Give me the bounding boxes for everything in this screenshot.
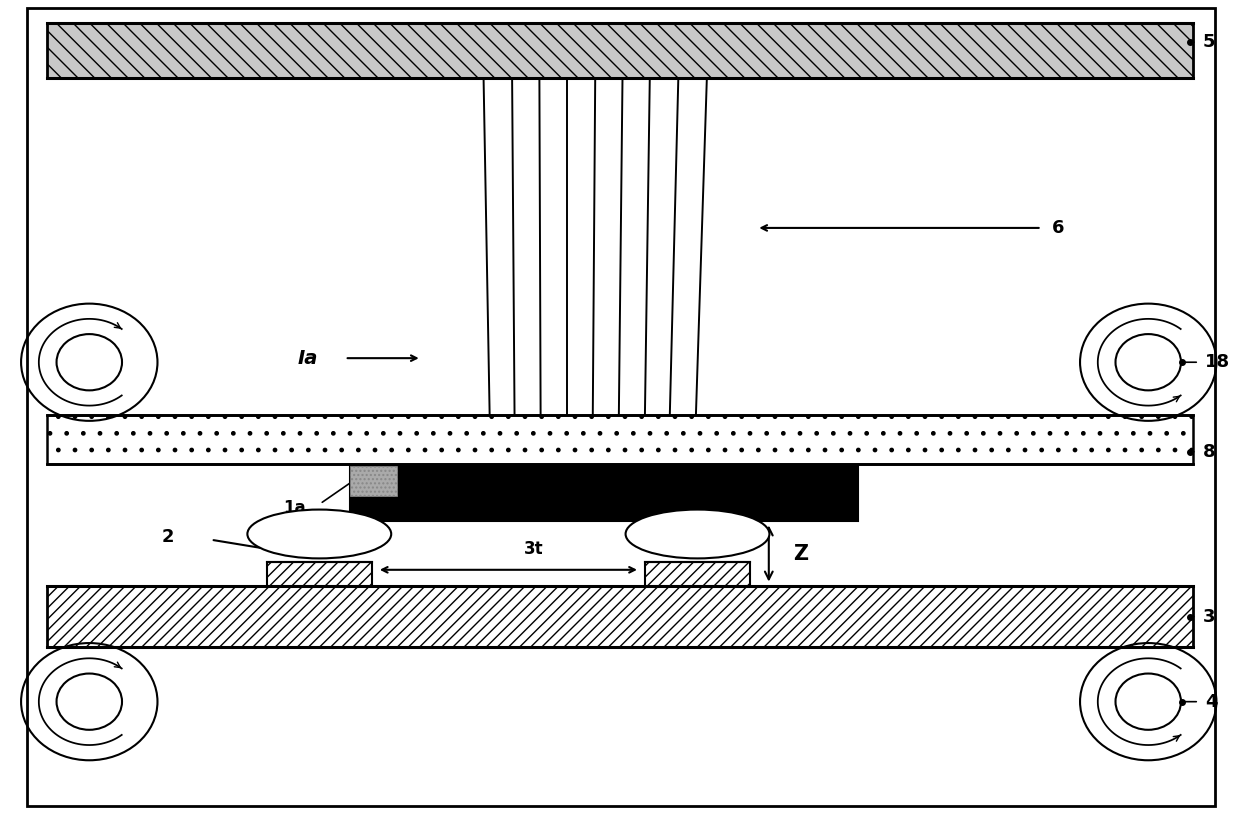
Bar — [47, 415, 1193, 464]
Text: 6: 6 — [1052, 219, 1064, 237]
Bar — [350, 466, 858, 521]
Ellipse shape — [247, 510, 392, 558]
Text: Z: Z — [794, 544, 808, 563]
Text: 18: 18 — [1205, 353, 1230, 371]
Text: 3t: 3t — [523, 540, 543, 558]
Text: 8a: 8a — [303, 416, 325, 434]
Text: Ia: Ia — [298, 348, 317, 368]
Bar — [645, 562, 750, 586]
Text: 4: 4 — [1205, 693, 1218, 711]
Bar — [350, 466, 397, 496]
Text: 2: 2 — [161, 528, 174, 546]
Ellipse shape — [625, 510, 769, 558]
Text: 8: 8 — [1203, 443, 1215, 461]
Bar — [267, 562, 372, 586]
Text: 1a: 1a — [283, 499, 305, 517]
Text: 5: 5 — [1203, 33, 1215, 51]
Text: 3: 3 — [1203, 607, 1215, 626]
Bar — [47, 586, 1193, 647]
Bar — [47, 23, 1193, 78]
